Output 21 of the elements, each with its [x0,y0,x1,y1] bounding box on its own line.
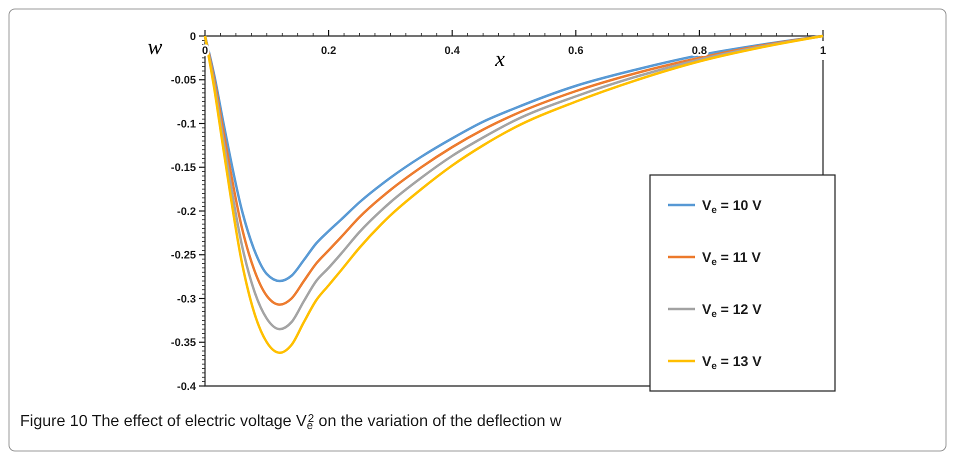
y-tick-label: -0.1 [177,118,196,130]
y-tick-label: -0.4 [177,380,197,393]
y-axis-title: w [148,34,163,59]
y-tick-label: 0 [190,30,196,43]
x-tick-label: 0.8 [692,45,708,57]
y-tick-label: -0.3 [177,293,196,306]
legend-label: V$_{e}$ = 13 V [702,352,762,372]
y-tick-label: -0.35 [170,337,196,350]
legend-label: V$_{e}$ = 10 V [702,196,762,216]
y-tick-label: -0.15 [170,162,196,174]
text: Figure 10 The effect of electric voltage V$_{e}$$^{2}$ on the variation of the deflection w [20,412,562,432]
x-tick-label: 1 [820,45,826,57]
x-tick-label: 0.4 [444,45,461,57]
legend-label: V$_{e}$ = 11 V [702,248,762,268]
y-tick-label: -0.25 [170,250,196,262]
x-axis-title: x [494,46,506,71]
y-tick-label: -0.05 [170,74,196,87]
x-tick-label: 0.2 [320,45,336,57]
y-tick-label: -0.2 [177,206,196,218]
legend-label: V$_{e}$ = 12 V [702,300,762,320]
x-tick-label: 0.6 [568,45,584,57]
